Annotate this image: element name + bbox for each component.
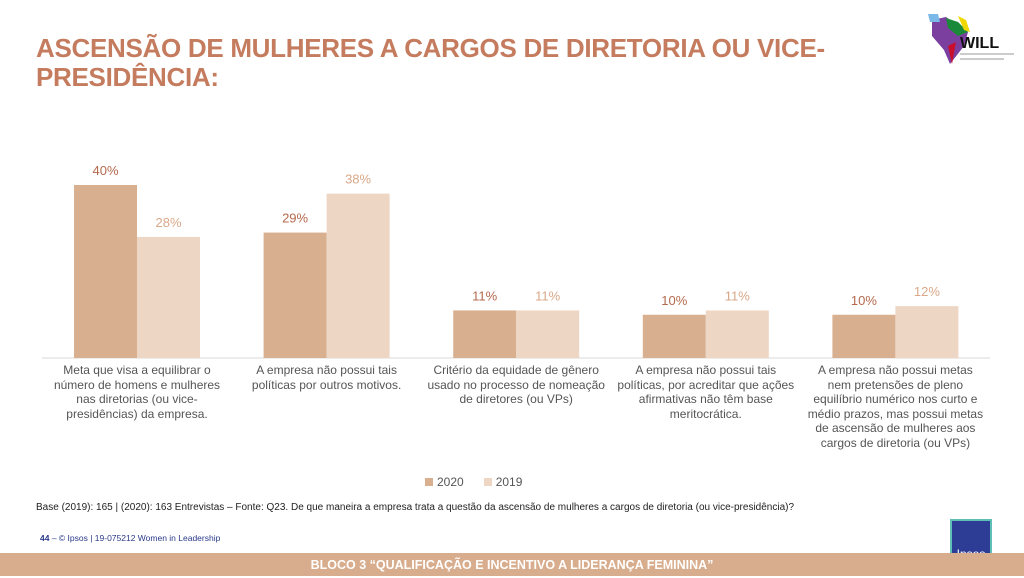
category-label: A empresa não possui metas nem pretensõe… xyxy=(807,363,984,450)
legend: 2020 2019 xyxy=(425,475,522,489)
bar-chart: 40% 28% 29% 38% 11% 11% 10% 11% 10% 12% xyxy=(42,163,990,359)
will-logo: WILL xyxy=(918,12,1018,68)
category-label: Meta que visa a equilibrar o número de h… xyxy=(53,363,221,421)
bar-2019-2 xyxy=(516,310,580,358)
base-note: Base (2019): 165 | (2020): 163 Entrevist… xyxy=(36,502,795,513)
page-number: 44 xyxy=(40,533,50,543)
bar-2019-4 xyxy=(895,306,959,358)
category-label: Critério da equidade de gênero usado no … xyxy=(427,363,605,406)
data-label: 28% xyxy=(155,215,181,230)
bar-2019-3 xyxy=(705,310,769,358)
data-label: 11% xyxy=(535,288,560,303)
bar-2020-3 xyxy=(642,314,706,358)
footer: 44 – © Ipsos | 19-075212 Women in Leader… xyxy=(40,533,220,543)
bar-2020-1 xyxy=(263,232,327,358)
category-label: A empresa não possui tais políticas, por… xyxy=(617,363,795,421)
data-label: 10% xyxy=(661,293,687,308)
footer-text: – © Ipsos | 19-075212 Women in Leadershi… xyxy=(49,533,221,543)
bar-2019-1 xyxy=(326,193,390,358)
legend-label: 2019 xyxy=(495,475,523,489)
data-label: 11% xyxy=(472,288,497,303)
data-label: 38% xyxy=(345,172,371,187)
bar-2020-2 xyxy=(453,310,517,358)
legend-2019: 2019 xyxy=(483,475,523,489)
category-label: A empresa não possui tais políticas por … xyxy=(251,363,402,392)
data-label: 12% xyxy=(914,284,940,299)
page-title: ASCENSÃO DE MULHERES A CARGOS DE DIRETOR… xyxy=(36,33,825,92)
data-label: 29% xyxy=(282,211,308,226)
bar-2020-0 xyxy=(74,185,137,358)
section-band: BLOCO 3 “QUALIFICAÇÃO E INCENTIVO A LIDE… xyxy=(0,553,1024,576)
legend-label: 2020 xyxy=(437,475,464,489)
legend-2020: 2020 xyxy=(425,475,464,489)
bar-2020-4 xyxy=(832,314,896,358)
logo-text: WILL xyxy=(960,35,999,52)
bar-2019-0 xyxy=(137,236,200,358)
data-label: 11% xyxy=(725,288,750,303)
data-label: 10% xyxy=(851,293,877,308)
data-label: 40% xyxy=(92,163,118,178)
